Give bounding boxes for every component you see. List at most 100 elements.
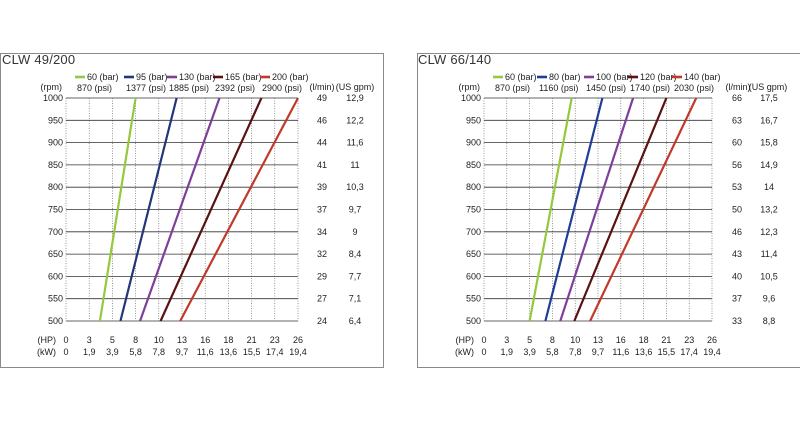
kw-axis-label: (kW) (37, 347, 56, 357)
legend-sublabel: 870 (psi) (495, 83, 530, 93)
kw-tick-label: 15,5 (243, 347, 261, 357)
lmin-header: (l/min) (726, 82, 751, 92)
kw-tick-label: 11,6 (197, 347, 214, 357)
rpm-tick-label: 700 (466, 227, 481, 237)
usgpm-header: (US gpm) (749, 82, 788, 92)
kw-tick-label: 19,4 (289, 347, 307, 357)
usgpm-value: 17,5 (760, 93, 778, 103)
lmin-value: 40 (732, 271, 742, 281)
legend-label: 60 (bar) (505, 72, 537, 82)
kw-tick-label: 9,7 (176, 347, 189, 357)
rpm-tick-label: 850 (466, 160, 481, 170)
lmin-value: 60 (732, 138, 742, 148)
legend-sublabel: 1160 (psi) (539, 83, 578, 93)
lmin-value: 53 (732, 182, 742, 192)
hp-tick-label: 16 (200, 335, 210, 345)
kw-tick-label: 9,7 (592, 347, 605, 357)
legend-label: 140 (bar) (684, 72, 721, 82)
usgpm-value: 12,2 (346, 115, 364, 125)
hp-axis-label: (HP) (38, 335, 57, 345)
lmin-value: 29 (317, 271, 327, 281)
usgpm-value: 11 (350, 160, 359, 170)
usgpm-value: 6,4 (349, 316, 362, 326)
hp-tick-label: 21 (661, 335, 671, 345)
kw-tick-label: 7,8 (569, 347, 582, 357)
legend-label: 80 (bar) (549, 72, 581, 82)
rpm-tick-label: 800 (48, 182, 63, 192)
legend-label: 165 (bar) (225, 72, 262, 82)
series-line (544, 97, 604, 322)
rpm-tick-label: 750 (48, 205, 63, 215)
lmin-value: 32 (317, 249, 327, 259)
kw-tick-label: 13,6 (635, 347, 653, 357)
kw-axis-label: (kW) (455, 347, 474, 357)
rpm-axis-label: (rpm) (459, 82, 481, 92)
legend-label: 130 (bar) (179, 72, 216, 82)
hp-tick-label: 10 (154, 335, 164, 345)
usgpm-value: 14,9 (760, 160, 778, 170)
hp-tick-label: 26 (293, 335, 303, 345)
lmin-value: 39 (317, 182, 327, 192)
hp-tick-label: 21 (247, 335, 257, 345)
hp-tick-label: 13 (177, 335, 187, 345)
rpm-tick-label: 900 (466, 138, 481, 148)
rpm-tick-label: 500 (466, 316, 481, 326)
series-line (98, 97, 137, 322)
kw-tick-label: 11,6 (612, 347, 629, 357)
chart-panel-clw-49-200 (0, 53, 384, 368)
series-line (179, 97, 299, 322)
legend-label: 200 (bar) (272, 72, 309, 82)
hp-tick-label: 13 (593, 335, 603, 345)
lmin-value: 41 (317, 160, 327, 170)
lmin-value: 34 (317, 227, 327, 237)
lmin-value: 43 (732, 249, 742, 259)
hp-tick-label: 18 (639, 335, 649, 345)
kw-tick-label: 17,4 (266, 347, 284, 357)
lmin-value: 46 (732, 227, 742, 237)
usgpm-value: 10,5 (760, 271, 778, 281)
legend-label: 120 (bar) (640, 72, 677, 82)
hp-tick-label: 8 (133, 335, 138, 345)
kw-tick-label: 19,4 (703, 347, 721, 357)
lmin-value: 50 (732, 205, 742, 215)
hp-tick-label: 23 (684, 335, 694, 345)
hp-tick-label: 3 (504, 335, 509, 345)
usgpm-value: 14 (764, 182, 774, 192)
series-line (528, 97, 573, 322)
legend-sublabel: 1377 (psi) (126, 83, 166, 93)
hp-tick-label: 5 (110, 335, 115, 345)
lmin-value: 56 (732, 160, 742, 170)
lmin-value: 24 (317, 316, 327, 326)
hp-tick-label: 5 (527, 335, 532, 345)
usgpm-value: 13,2 (760, 205, 778, 215)
rpm-tick-label: 1000 (461, 93, 481, 103)
hp-tick-label: 3 (87, 335, 92, 345)
rpm-tick-label: 600 (466, 271, 481, 281)
legend-sublabel: 1885 (psi) (169, 83, 209, 93)
kw-tick-label: 1,9 (501, 347, 514, 357)
legend-sublabel: 1740 (psi) (630, 83, 670, 93)
rpm-tick-label: 1000 (43, 93, 63, 103)
hp-tick-label: 18 (223, 335, 233, 345)
usgpm-value: 16,7 (760, 115, 778, 125)
kw-tick-label: 7,8 (153, 347, 166, 357)
series-line (119, 97, 178, 322)
usgpm-value: 11,4 (761, 249, 778, 259)
rpm-tick-label: 650 (466, 249, 481, 259)
usgpm-value: 9,7 (349, 205, 362, 215)
usgpm-value: 10,3 (346, 182, 364, 192)
legend-sublabel: 2030 (psi) (674, 83, 714, 93)
kw-tick-label: 17,4 (680, 347, 698, 357)
chart-title: CLW 66/140 (418, 52, 492, 67)
hp-tick-label: 26 (707, 335, 717, 345)
series-line (589, 97, 698, 322)
usgpm-value: 7,1 (349, 294, 362, 304)
legend-sublabel: 2900 (psi) (262, 83, 302, 93)
usgpm-value: 7,7 (349, 271, 362, 281)
rpm-axis-label: (rpm) (41, 82, 63, 92)
usgpm-value: 8,8 (763, 316, 776, 326)
lmin-value: 33 (732, 316, 742, 326)
kw-tick-label: 0 (481, 347, 486, 357)
lmin-value: 44 (317, 138, 327, 148)
